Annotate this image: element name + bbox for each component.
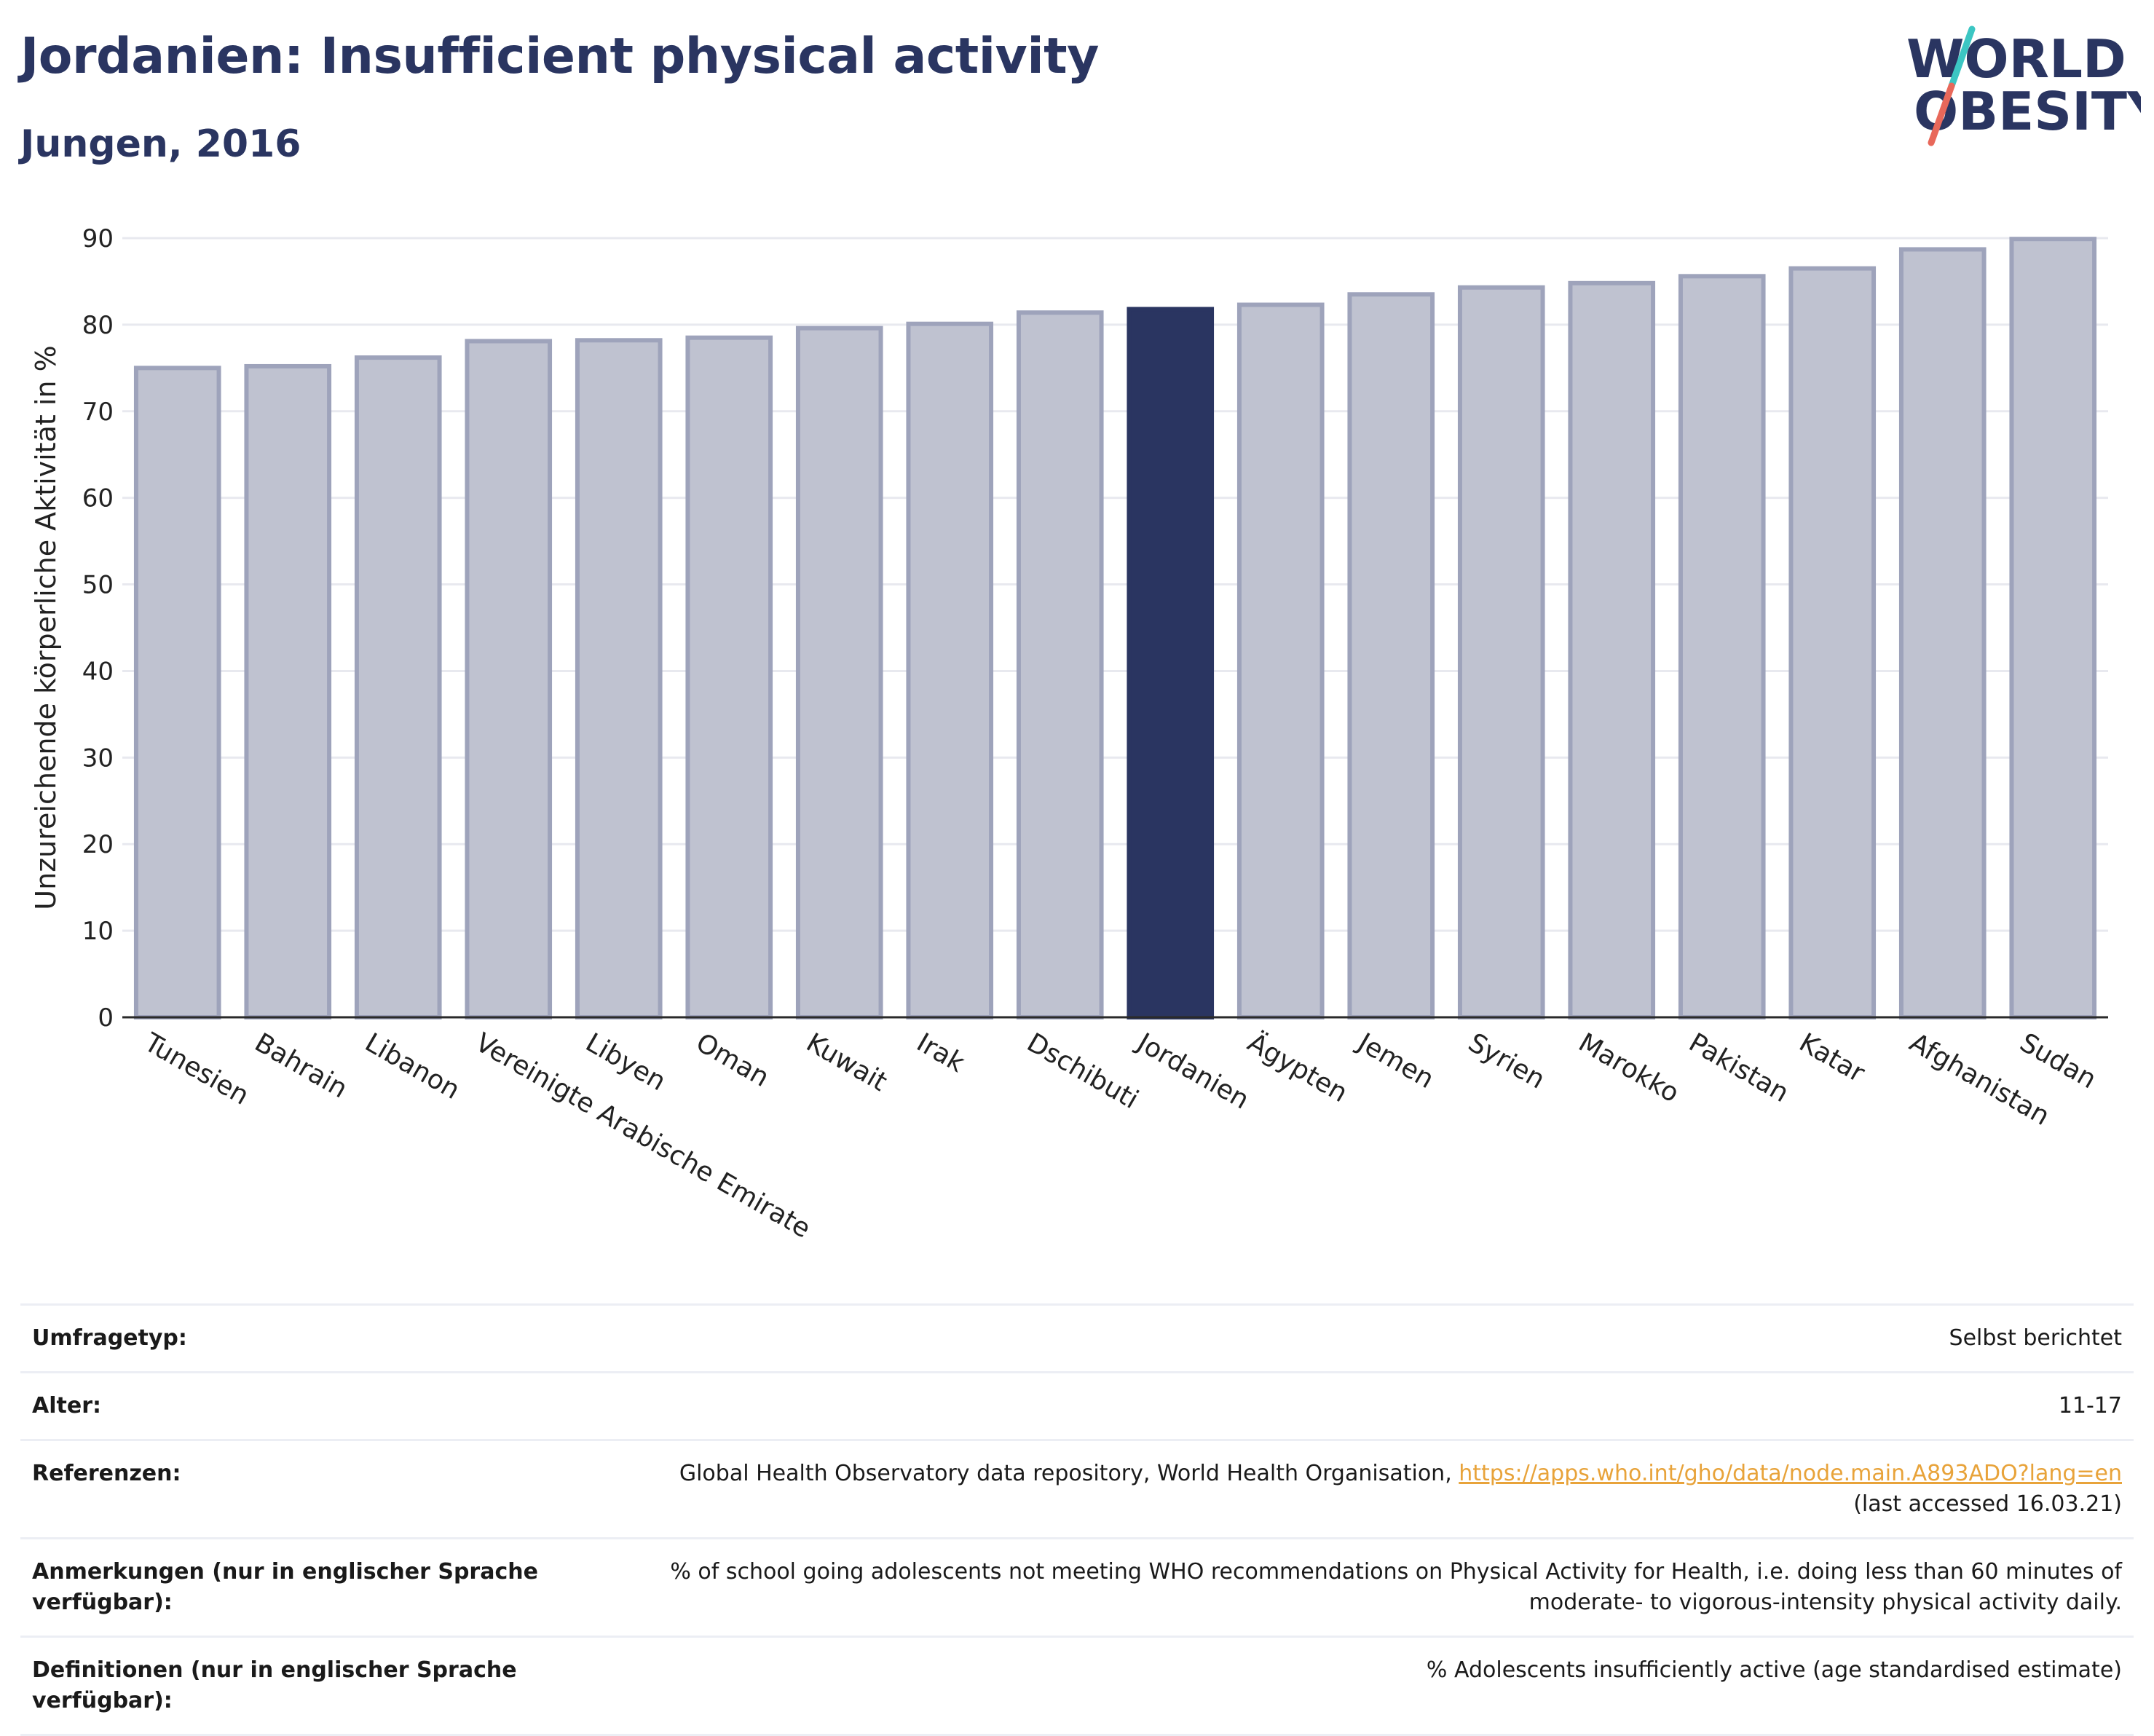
x-tick-label: Marokko: [1574, 1027, 1684, 1108]
references-note: (last accessed 16.03.21): [1853, 1491, 2122, 1517]
info-row-notes: Anmerkungen (nur in englischer Sprache v…: [20, 1538, 2134, 1637]
x-tick-label: Jemen: [1352, 1027, 1439, 1094]
world-obesity-logo: WORLD OBESITY: [1906, 25, 2141, 146]
bar: [1016, 310, 1104, 1019]
x-tick-label: Syrien: [1463, 1027, 1550, 1094]
y-tick-label: 50: [82, 571, 114, 600]
bar: [575, 338, 663, 1020]
x-tick-label: Jordanien: [1131, 1027, 1254, 1115]
logo-slash-coral: [1928, 82, 1955, 146]
x-tick-label: Pakistan: [1684, 1027, 1794, 1108]
logo-text-world: WORLD: [1906, 28, 2126, 90]
x-tick-label: Bahrain: [250, 1027, 352, 1104]
logo-slash-teal: [1948, 25, 1976, 90]
bar: [1236, 302, 1325, 1020]
bar: [465, 339, 553, 1019]
bar: [2009, 237, 2097, 1020]
bar: [795, 326, 883, 1019]
grid-lines: [122, 237, 2108, 932]
bar: [685, 335, 773, 1019]
x-tick-label: Katar: [1794, 1027, 1870, 1089]
x-tick-label: Dschibuti: [1022, 1027, 1143, 1115]
y-tick-label: 90: [82, 224, 114, 253]
x-tick-label: Oman: [691, 1027, 774, 1093]
bar: [1788, 266, 1877, 1020]
info-row-definitions: Definitionen (nur in englischer Sprache …: [20, 1636, 2134, 1735]
y-axis-ticks: 0 10 20 30 40 50 60 70 80 90: [82, 224, 114, 1033]
info-row-references: Referenzen: Global Health Observatory da…: [20, 1440, 2134, 1539]
y-tick-label: 0: [98, 1003, 114, 1033]
age-label: Alter:: [32, 1393, 101, 1419]
x-tick-label: Libyen: [580, 1027, 671, 1097]
page-title: Jordanien: Insufficient physical activit…: [20, 28, 1099, 85]
y-tick-label: 10: [82, 917, 114, 946]
definitions-value: % Adolescents insufficiently active (age…: [1426, 1657, 2122, 1683]
y-tick-label: 30: [82, 743, 114, 773]
y-axis-label: Unzureichende körperliche Aktivität in %: [30, 345, 62, 910]
x-tick-label: Sudan: [2015, 1027, 2102, 1094]
references-value: Global Health Observatory data repositor…: [568, 1440, 2134, 1539]
y-tick-label: 40: [82, 657, 114, 686]
bar: [1347, 292, 1435, 1019]
x-tick-label: Ägypten: [1242, 1027, 1353, 1108]
age-value: 11-17: [2058, 1393, 2122, 1419]
bars: [133, 237, 2097, 1020]
x-tick-label: Kuwait: [801, 1027, 892, 1097]
x-tick-label: Irak: [912, 1027, 970, 1078]
info-row-survey-type: Umfragetyp: Selbst berichtet: [20, 1304, 2134, 1373]
bar: [1457, 285, 1545, 1019]
definitions-label: Definitionen (nur in englischer Sprache …: [32, 1657, 517, 1713]
bar: [906, 321, 994, 1019]
x-tick-label: Libanon: [360, 1027, 465, 1105]
y-tick-label: 70: [82, 398, 114, 427]
references-text: Global Health Observatory data repositor…: [679, 1461, 1459, 1486]
info-table: Umfragetyp: Selbst berichtet Alter: 11-1…: [20, 1303, 2134, 1736]
notes-value: % of school going adolescents not meetin…: [670, 1559, 2122, 1615]
x-tick-label: Tunesien: [138, 1027, 253, 1111]
bar: [244, 363, 332, 1019]
references-label: Referenzen:: [32, 1461, 181, 1486]
bar: [1678, 274, 1766, 1020]
page-subtitle: Jungen, 2016: [20, 122, 301, 166]
bar: [354, 355, 442, 1020]
y-tick-label: 80: [82, 311, 114, 340]
bar-highlight: [1127, 307, 1215, 1019]
survey-type-value: Selbst berichtet: [1949, 1325, 2122, 1351]
y-tick-label: 60: [82, 484, 114, 513]
bar: [133, 366, 221, 1020]
references-link[interactable]: https://apps.who.int/gho/data/node.main.…: [1459, 1461, 2122, 1486]
y-tick-label: 20: [82, 830, 114, 859]
notes-label: Anmerkungen (nur in englischer Sprache v…: [32, 1559, 538, 1615]
bar: [1898, 247, 1987, 1019]
bar: [1568, 280, 1656, 1020]
info-row-age: Alter: 11-17: [20, 1372, 2134, 1440]
survey-type-label: Umfragetyp:: [32, 1325, 187, 1351]
